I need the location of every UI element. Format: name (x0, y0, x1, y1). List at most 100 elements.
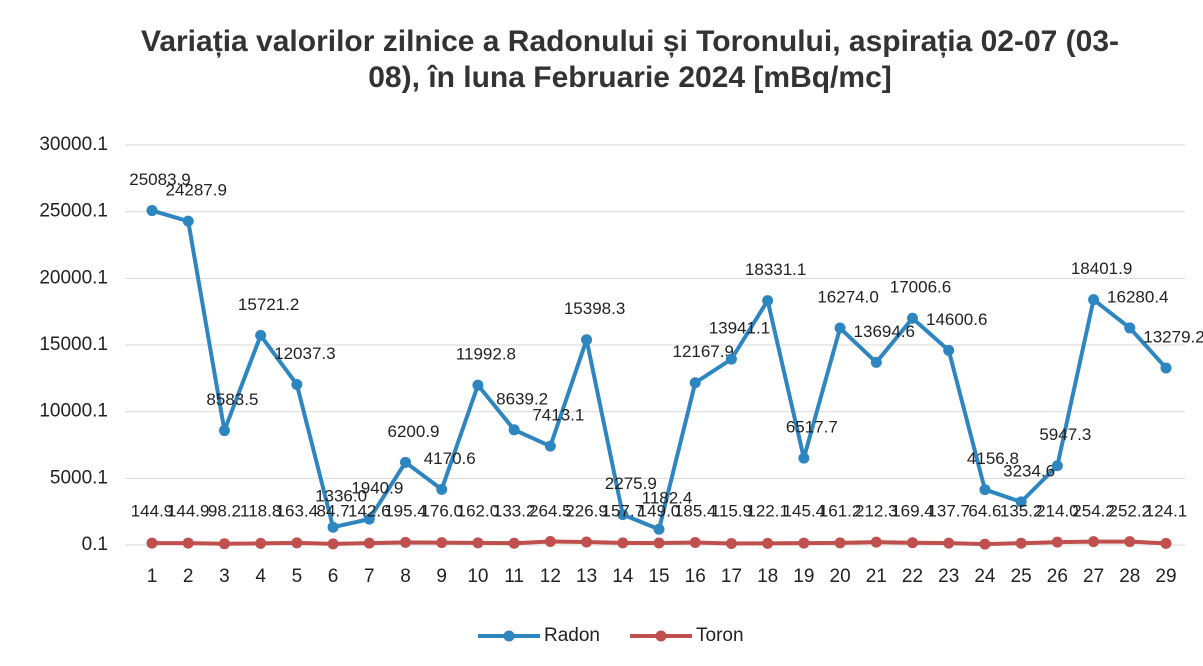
data-label: 254.2 (1072, 501, 1115, 520)
point (617, 537, 629, 549)
point (762, 537, 774, 549)
data-label: 15721.2 (238, 295, 299, 314)
point (907, 312, 918, 324)
point (400, 536, 411, 548)
x-tick-label: 18 (757, 566, 778, 587)
point (798, 452, 810, 464)
x-tick-label: 1 (147, 566, 158, 587)
x-tick-label: 5 (292, 566, 303, 587)
data-label: 149.0 (638, 501, 681, 520)
data-label: 185.4 (674, 501, 717, 520)
data-label: 195.4 (384, 501, 427, 520)
point (979, 484, 991, 496)
point (436, 537, 448, 549)
point (617, 509, 629, 521)
x-tick-label: 2 (183, 566, 194, 587)
x-tick-label: 25 (1011, 566, 1032, 587)
x-tick-label: 14 (612, 566, 634, 587)
data-label: 24287.9 (165, 181, 226, 200)
y-tick-label: 25000.1 (39, 201, 108, 222)
x-tick-label: 13 (576, 566, 597, 587)
data-label: 135.2 (1000, 501, 1043, 520)
point (1124, 322, 1136, 334)
point (182, 537, 194, 549)
point (363, 513, 375, 525)
point (943, 344, 955, 356)
data-label: 142.6 (348, 501, 391, 520)
data-label: 144.9 (131, 501, 174, 520)
x-tick-label: 24 (974, 566, 996, 587)
data-label: 64.6 (968, 501, 1001, 520)
data-label: 122.1 (746, 501, 789, 520)
data-label: 1940.9 (351, 479, 403, 498)
x-tick-label: 27 (1083, 566, 1104, 587)
data-label: 212.3 (855, 501, 898, 520)
data-label: 133.2 (493, 501, 536, 520)
point (472, 537, 484, 549)
data-label: 118.8 (240, 501, 281, 520)
point (544, 440, 556, 452)
data-label: 15398.3 (564, 299, 625, 318)
y-tick-label: 15000.1 (39, 334, 108, 355)
x-tick-label: 16 (685, 566, 706, 587)
point (327, 521, 339, 533)
data-label: 16280.4 (1107, 287, 1168, 306)
point (508, 537, 520, 549)
data-label: 18331.1 (745, 260, 806, 279)
y-tick-label: 30000.1 (39, 134, 108, 155)
x-tick-label: 28 (1119, 566, 1140, 587)
data-label: 2275.9 (605, 474, 657, 493)
data-label: 214.0 (1036, 501, 1079, 520)
data-label: 124.1 (1145, 501, 1188, 520)
point (798, 537, 810, 549)
data-label: 6200.9 (388, 422, 440, 441)
point (689, 377, 701, 389)
x-tick-label: 9 (436, 566, 447, 587)
legend-label: Toron (696, 625, 744, 646)
data-label: 163.4 (276, 501, 319, 520)
data-label: 5947.3 (1039, 425, 1091, 444)
point (1088, 294, 1100, 306)
data-label: 176.0 (420, 501, 463, 520)
point (1160, 537, 1172, 549)
x-tick-label: 20 (830, 566, 851, 587)
point (255, 329, 267, 341)
point (146, 205, 158, 217)
data-label: 226.9 (565, 501, 608, 520)
legend-marker (655, 630, 667, 642)
x-tick-label: 12 (540, 566, 561, 587)
data-label: 12037.3 (274, 344, 335, 363)
point (581, 536, 593, 548)
point (979, 538, 991, 550)
data-label: 17006.6 (890, 278, 951, 297)
point (725, 537, 737, 549)
data-label: 4170.6 (424, 449, 476, 468)
point (834, 537, 846, 549)
point (581, 334, 593, 346)
chart-title: Variația valorilor zilnice a Radonului ș… (140, 25, 1120, 94)
data-label: 144.9 (167, 501, 210, 520)
x-tick-label: 21 (866, 566, 887, 587)
point (870, 356, 882, 368)
point (1051, 536, 1063, 548)
x-tick-label: 29 (1155, 566, 1176, 587)
point (472, 379, 484, 391)
data-label: 4156.8 (967, 449, 1019, 468)
point (689, 537, 701, 549)
x-tick-label: 15 (648, 566, 669, 587)
data-label: 137.7 (927, 501, 970, 520)
data-label: 13941.1 (709, 319, 770, 338)
point (1088, 536, 1100, 548)
point (653, 523, 665, 535)
legend-label: Radon (544, 625, 600, 646)
point (400, 456, 411, 468)
point (182, 215, 194, 227)
data-label: 169.4 (891, 501, 934, 520)
x-tick-label: 22 (902, 566, 923, 587)
y-tick-label: 10000.1 (39, 401, 108, 422)
point (1015, 537, 1027, 549)
data-label: 264.5 (529, 501, 572, 520)
data-label: 3234.6 (1003, 461, 1055, 480)
